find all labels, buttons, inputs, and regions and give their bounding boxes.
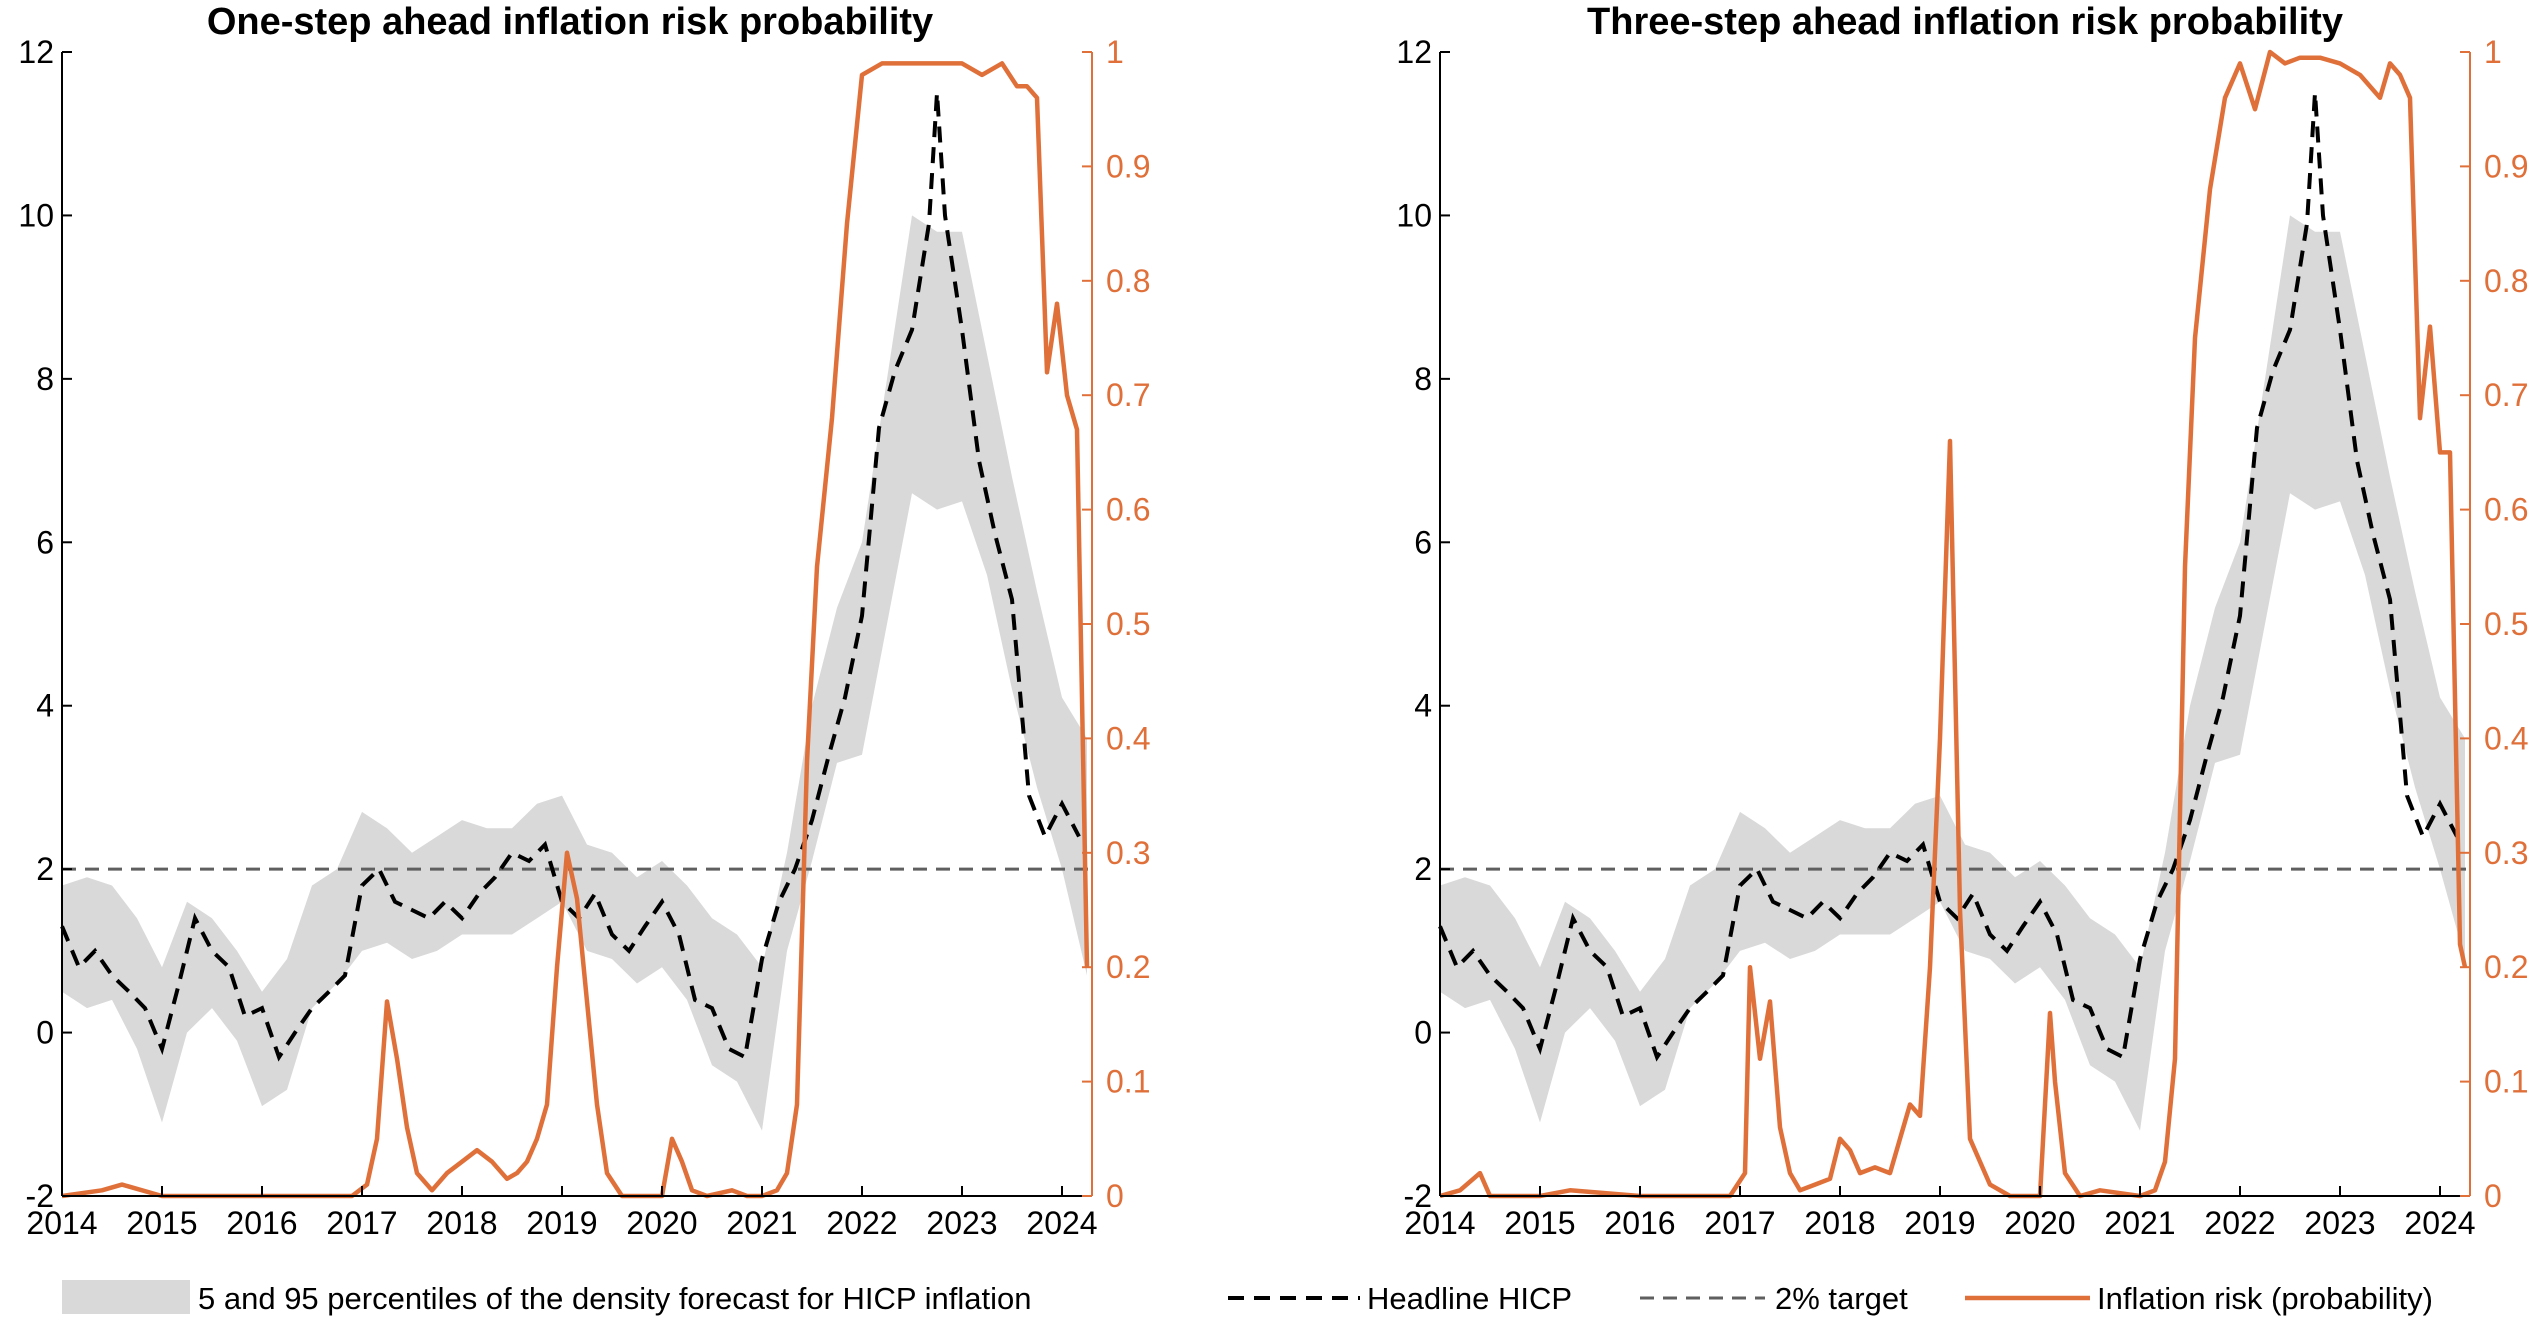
x-tick-label: 2019 xyxy=(1904,1205,1975,1241)
x-tick-label: 2017 xyxy=(1704,1205,1775,1241)
panel-title: One-step ahead inflation risk probabilit… xyxy=(207,1,933,43)
x-tick-label: 2018 xyxy=(426,1205,497,1241)
y-right-tick-label: 0.8 xyxy=(1106,263,1150,299)
y-right-tick-label: 0.9 xyxy=(2484,148,2528,184)
y-left-tick-label: 2 xyxy=(36,851,54,887)
percentile-band xyxy=(1440,215,2465,1131)
panel-one-step: One-step ahead inflation risk probabilit… xyxy=(18,1,1150,1241)
legend-hicp-label: Headline HICP xyxy=(1367,1281,1572,1316)
y-left-tick-label: 4 xyxy=(36,688,54,724)
x-tick-label: 2015 xyxy=(1504,1205,1575,1241)
y-right-tick-label: 0.7 xyxy=(2484,377,2528,413)
panel-title: Three-step ahead inflation risk probabil… xyxy=(1587,1,2343,43)
y-left-tick-label: 10 xyxy=(1396,197,1432,233)
y-right-tick-label: 0.7 xyxy=(1106,377,1150,413)
x-tick-label: 2020 xyxy=(626,1205,697,1241)
legend-band-label: 5 and 95 percentiles of the density fore… xyxy=(198,1281,1031,1316)
y-left-tick-label: 8 xyxy=(36,361,54,397)
y-right-tick-label: 0.5 xyxy=(1106,606,1150,642)
y-right-tick-label: 0.2 xyxy=(2484,949,2528,985)
x-tick-label: 2024 xyxy=(2404,1205,2475,1241)
x-tick-label: 2014 xyxy=(26,1205,97,1241)
y-right-tick-label: 0.4 xyxy=(1106,720,1150,756)
y-left-tick-label: 8 xyxy=(1414,361,1432,397)
x-tick-label: 2016 xyxy=(1604,1205,1675,1241)
y-right-tick-label: 0 xyxy=(2484,1178,2502,1214)
y-right-tick-label: 0.6 xyxy=(1106,492,1150,528)
legend-target-label: 2% target xyxy=(1775,1281,1908,1316)
percentile-band xyxy=(62,215,1087,1131)
y-left-tick-label: 12 xyxy=(18,34,54,70)
y-left-tick-label: 6 xyxy=(1414,524,1432,560)
y-left-tick-label: 4 xyxy=(1414,688,1432,724)
x-tick-label: 2023 xyxy=(2304,1205,2375,1241)
y-right-tick-label: 0.1 xyxy=(1106,1064,1150,1100)
y-left-tick-label: 6 xyxy=(36,524,54,560)
x-tick-label: 2021 xyxy=(726,1205,797,1241)
risk-line xyxy=(61,61,1090,1199)
y-left-tick-label: -2 xyxy=(1404,1178,1432,1214)
y-right-tick-label: 1 xyxy=(1106,34,1124,70)
x-tick-label: 2014 xyxy=(1404,1205,1475,1241)
hicp-line xyxy=(1438,92,2459,1062)
y-left-tick-label: -2 xyxy=(26,1178,54,1214)
x-tick-label: 2022 xyxy=(826,1205,897,1241)
legend-risk-label: Inflation risk (probability) xyxy=(2097,1281,2433,1316)
x-tick-label: 2016 xyxy=(226,1205,297,1241)
y-right-tick-label: 0.6 xyxy=(2484,492,2528,528)
x-tick-label: 2019 xyxy=(526,1205,597,1241)
y-left-tick-label: 0 xyxy=(36,1015,54,1051)
legend: 5 and 95 percentiles of the density fore… xyxy=(62,1280,2433,1316)
y-right-tick-label: 0.8 xyxy=(2484,263,2528,299)
x-tick-label: 2022 xyxy=(2204,1205,2275,1241)
risk-line xyxy=(1439,49,2468,1199)
x-tick-label: 2020 xyxy=(2004,1205,2075,1241)
x-tick-label: 2015 xyxy=(126,1205,197,1241)
y-left-tick-label: 12 xyxy=(1396,34,1432,70)
y-right-tick-label: 0.9 xyxy=(1106,148,1150,184)
y-right-tick-label: 0.4 xyxy=(2484,720,2528,756)
y-right-tick-label: 0.3 xyxy=(1106,835,1150,871)
x-tick-label: 2024 xyxy=(1026,1205,1097,1241)
x-tick-label: 2017 xyxy=(326,1205,397,1241)
y-right-tick-label: 0.3 xyxy=(2484,835,2528,871)
x-tick-label: 2018 xyxy=(1804,1205,1875,1241)
y-left-tick-label: 0 xyxy=(1414,1015,1432,1051)
y-right-tick-label: 0.1 xyxy=(2484,1064,2528,1100)
y-right-tick-label: 0.2 xyxy=(1106,949,1150,985)
panel-three-step: Three-step ahead inflation risk probabil… xyxy=(1396,1,2528,1241)
y-right-tick-label: 1 xyxy=(2484,34,2502,70)
x-tick-label: 2021 xyxy=(2104,1205,2175,1241)
legend-band-swatch xyxy=(62,1280,190,1314)
y-left-tick-label: 2 xyxy=(1414,851,1432,887)
hicp-line xyxy=(60,92,1081,1062)
y-right-tick-label: 0 xyxy=(1106,1178,1124,1214)
y-left-tick-label: 10 xyxy=(18,197,54,233)
y-right-tick-label: 0.5 xyxy=(2484,606,2528,642)
x-tick-label: 2023 xyxy=(926,1205,997,1241)
